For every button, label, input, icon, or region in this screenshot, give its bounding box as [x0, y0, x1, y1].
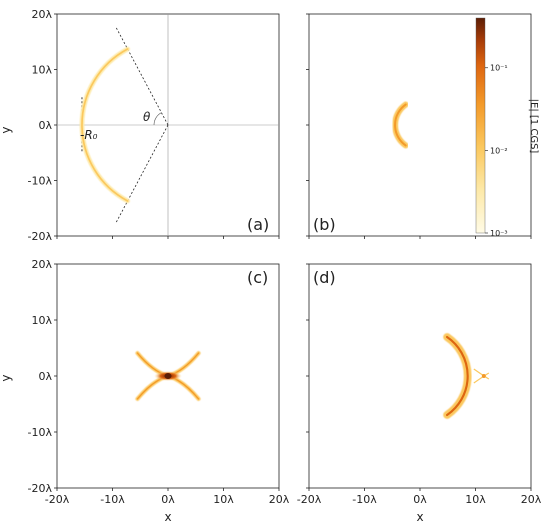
- panel-d-label: (d): [313, 268, 336, 287]
- panel-a-label: (a): [247, 215, 269, 234]
- panel-c-ytick-label-0: 20λ: [31, 258, 52, 271]
- panel-b-label: (b): [313, 215, 336, 234]
- panel-a-aperture-line-lower: [115, 124, 169, 224]
- panel-c-ytick-label-2: 0λ: [38, 370, 52, 383]
- panel-c: (c): [56, 263, 280, 489]
- panel-d: (d): [308, 263, 532, 489]
- panel-c-ytick-label-4: -20λ: [28, 482, 53, 495]
- panel-c-xtick-label-1: -10λ: [100, 493, 125, 506]
- panel-a-ytick-label-4: -20λ: [28, 230, 53, 243]
- panel-d-focus-spot: [481, 374, 486, 378]
- panel-d-xtick-label-1: -10λ: [352, 493, 377, 506]
- panel-a-aperture-line-upper: [115, 26, 169, 126]
- panel-c-xtick-label-3: 10λ: [213, 493, 234, 506]
- panel-c-ytick-label-1: 10λ: [31, 314, 52, 327]
- panel-b-frame: [308, 13, 532, 237]
- panel-a-theta-label: θ: [143, 110, 151, 124]
- panel-a-ytick-label-1: 10λ: [31, 64, 52, 77]
- panel-a-ytick-label-0: 20λ: [31, 8, 52, 21]
- panel-a-arc: [79, 46, 130, 204]
- panel-d-wavefront-core: [445, 335, 469, 417]
- colorbar-label: |E| [1 CGS]: [528, 99, 539, 154]
- panel-a: θ -R₀ (a): [56, 13, 280, 237]
- panel-a-ytick-label-3: -10λ: [28, 175, 53, 188]
- panel-c-label: (c): [247, 268, 268, 287]
- colorbar-tick-label-2: 10⁻³: [490, 229, 508, 238]
- panel-a-wavefront-core: [81, 48, 129, 202]
- colorbar-ticks: 10⁻¹ 10⁻² 10⁻³: [485, 64, 508, 238]
- panel-b-wavefront-core: [394, 103, 407, 147]
- x-axis-label-right: x: [416, 510, 423, 524]
- y-axis-label-top: y: [0, 126, 13, 133]
- panel-b-arc: [392, 101, 409, 149]
- colorbar: [475, 17, 486, 234]
- panel-a-r0-label: -R₀: [80, 128, 98, 142]
- panel-c-xtick-label-4: 20λ: [269, 493, 290, 506]
- panel-b: (b) 10⁻¹ 10⁻² 10⁻³ |E| [1 CGS]: [308, 13, 539, 238]
- panel-d-xtick-label-2: 0λ: [413, 493, 427, 506]
- colorbar-tick-label-0: 10⁻¹: [490, 64, 508, 73]
- panel-a-theta-arc: [153, 112, 162, 126]
- y-axis-label-bottom: y: [0, 374, 13, 381]
- panel-d-xtick-label-4: 20λ: [521, 493, 542, 506]
- x-axis-label-left: x: [164, 510, 171, 524]
- panel-c-field: [135, 351, 201, 401]
- colorbar-tick-label-1: 10⁻²: [490, 146, 508, 155]
- panel-d-frame: [308, 263, 532, 489]
- panel-c-focus-spot: [164, 373, 172, 379]
- panel-a-ytick-label-2: 0λ: [38, 119, 52, 132]
- panel-c-xtick-label-2: 0λ: [161, 493, 175, 506]
- panel-c-ytick-label-3: -10λ: [28, 426, 53, 439]
- panel-c-xtick-label-0: -20λ: [45, 493, 70, 506]
- panel-d-xtick-label-0: -20λ: [297, 493, 322, 506]
- panel-d-xtick-label-3: 10λ: [465, 493, 486, 506]
- panel-d-field: [443, 333, 490, 419]
